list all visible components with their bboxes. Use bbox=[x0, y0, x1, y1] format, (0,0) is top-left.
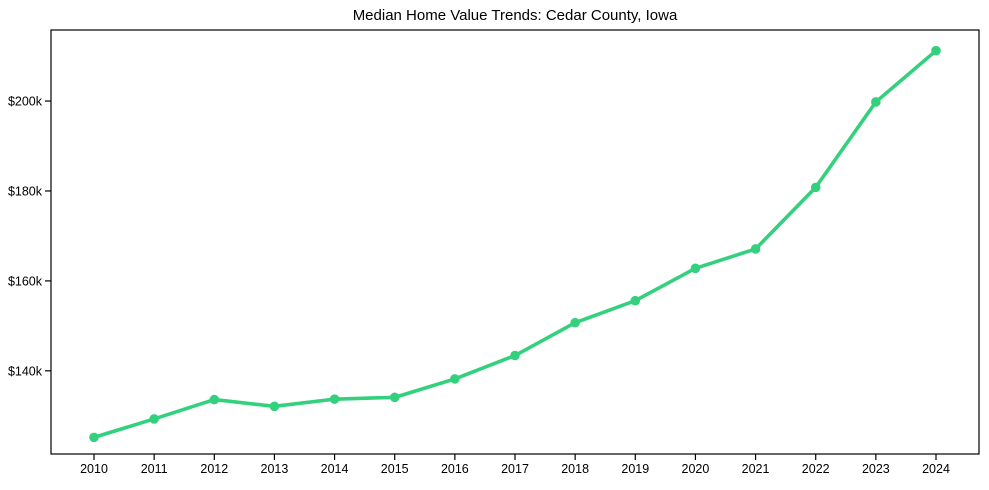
data-point bbox=[750, 244, 761, 254]
x-tick-label: 2014 bbox=[321, 462, 349, 476]
data-point bbox=[450, 374, 460, 384]
data-point bbox=[630, 295, 641, 306]
data-point bbox=[89, 432, 99, 443]
data-point bbox=[931, 45, 941, 56]
x-tick-label: 2013 bbox=[261, 462, 289, 476]
y-tick-label: $200k bbox=[8, 95, 43, 109]
data-point bbox=[871, 97, 881, 107]
x-tick-label: 2021 bbox=[742, 462, 770, 476]
x-tick-label: 2010 bbox=[80, 462, 108, 476]
x-tick-label: 2023 bbox=[862, 462, 890, 476]
x-tick-label: 2011 bbox=[141, 462, 168, 476]
x-tick-label: 2024 bbox=[922, 462, 950, 476]
x-tick-label: 2017 bbox=[501, 462, 529, 476]
data-point bbox=[690, 263, 701, 274]
plot-border bbox=[50, 29, 980, 455]
y-tick-label: $140k bbox=[8, 364, 43, 378]
x-tick-label: 2020 bbox=[682, 462, 710, 476]
data-point bbox=[149, 414, 159, 424]
data-point bbox=[209, 394, 220, 405]
chart-title: Median Home Value Trends: Cedar County, … bbox=[352, 7, 678, 24]
data-point bbox=[810, 182, 821, 193]
y-tick-label: $180k bbox=[8, 184, 43, 198]
x-tick-label: 2016 bbox=[441, 462, 469, 476]
data-point bbox=[269, 401, 280, 412]
y-tick-label: $160k bbox=[8, 274, 43, 288]
x-tick-label: 2018 bbox=[561, 462, 589, 476]
data-point bbox=[389, 392, 400, 403]
data-point bbox=[329, 394, 340, 404]
x-tick-label: 2015 bbox=[381, 462, 409, 476]
trend-line bbox=[92, 48, 938, 440]
x-tick-label: 2019 bbox=[621, 462, 649, 476]
x-tick-label: 2022 bbox=[802, 462, 830, 476]
data-point bbox=[570, 317, 580, 328]
data-point bbox=[510, 350, 520, 361]
x-tick-label: 2012 bbox=[200, 462, 228, 476]
